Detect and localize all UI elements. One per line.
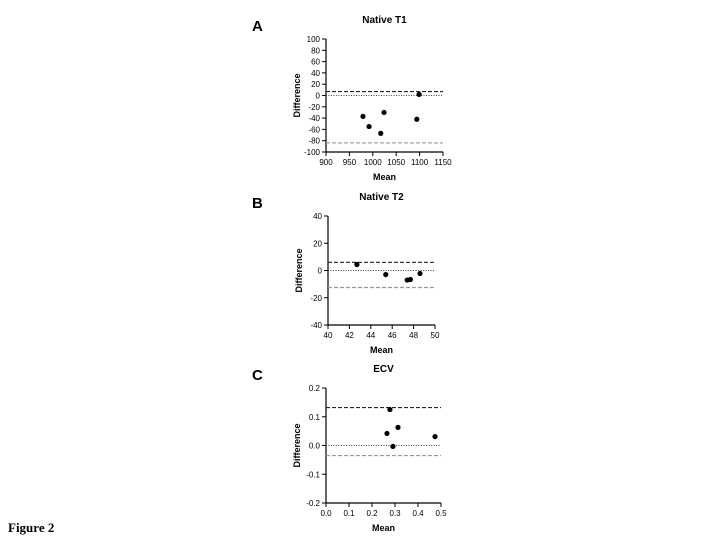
y-tick-label: 60 [311, 58, 320, 67]
data-point [354, 261, 360, 268]
y-tick-label: 80 [311, 46, 320, 55]
chart-title: ECV [373, 364, 394, 375]
data-point [432, 433, 438, 440]
x-axis-label: Mean [373, 172, 396, 182]
panel-label: A [252, 18, 263, 35]
y-tick-label: 0.0 [309, 442, 321, 451]
chart-title: Native T2 [359, 192, 404, 203]
panel-label: B [252, 195, 263, 212]
x-tick-label: 1000 [364, 158, 382, 167]
y-tick-label: -20 [308, 103, 320, 112]
data-point [395, 424, 401, 430]
x-tick-label: 42 [345, 331, 354, 340]
panel-label: C [252, 367, 263, 384]
y-tick-label: 40 [313, 212, 322, 221]
x-tick-label: 50 [431, 331, 440, 340]
x-tick-label: 900 [319, 158, 333, 167]
data-point [390, 443, 396, 449]
y-axis-label: Difference [294, 248, 304, 292]
y-tick-label: 0 [316, 92, 321, 101]
data-point [383, 271, 389, 278]
data-point [360, 113, 366, 120]
x-tick-label: 1150 [434, 158, 452, 167]
y-tick-label: -40 [308, 114, 320, 123]
y-tick-label: -60 [308, 125, 320, 134]
chart-title: Native T1 [362, 15, 407, 26]
x-tick-label: 950 [343, 158, 357, 167]
x-tick-label: 1100 [411, 158, 429, 167]
x-axis-label: Mean [372, 523, 395, 533]
x-tick-label: 46 [388, 331, 397, 340]
x-axis-label: Mean [370, 345, 393, 355]
x-tick-label: 0.1 [343, 509, 355, 518]
x-tick-label: 40 [324, 331, 333, 340]
x-tick-label: 0.2 [366, 509, 378, 518]
y-tick-label: 100 [307, 35, 321, 44]
y-tick-label: -40 [310, 321, 322, 330]
y-tick-label: -0.1 [306, 470, 320, 479]
data-point [407, 276, 413, 283]
y-tick-label: 0 [318, 267, 323, 276]
data-point [378, 130, 384, 136]
y-tick-label: 20 [313, 239, 322, 248]
x-tick-label: 0.0 [320, 509, 332, 518]
data-point [414, 116, 420, 122]
data-point [417, 270, 423, 277]
y-tick-label: -100 [304, 148, 321, 157]
y-tick-label: 0.1 [309, 413, 321, 422]
y-tick-label: -0.2 [306, 499, 320, 508]
y-axis-label: Difference [292, 73, 302, 117]
y-tick-label: 20 [311, 80, 320, 89]
x-tick-label: 0.5 [435, 509, 447, 518]
data-point [366, 123, 372, 130]
y-tick-label: 40 [311, 69, 320, 78]
data-point [416, 91, 422, 97]
y-axis-label: Difference [292, 423, 302, 467]
data-point [384, 430, 390, 437]
y-tick-label: -20 [310, 294, 322, 303]
data-point [387, 406, 393, 413]
x-tick-label: 0.4 [412, 509, 424, 518]
x-tick-label: 44 [366, 331, 375, 340]
x-tick-label: 0.3 [389, 509, 401, 518]
x-tick-label: 48 [409, 331, 418, 340]
figure-label: Figure 2 [8, 520, 54, 535]
y-tick-label: -80 [308, 137, 320, 146]
x-tick-label: 1050 [387, 158, 405, 167]
y-tick-label: 0.2 [309, 384, 321, 393]
data-point [381, 109, 387, 116]
